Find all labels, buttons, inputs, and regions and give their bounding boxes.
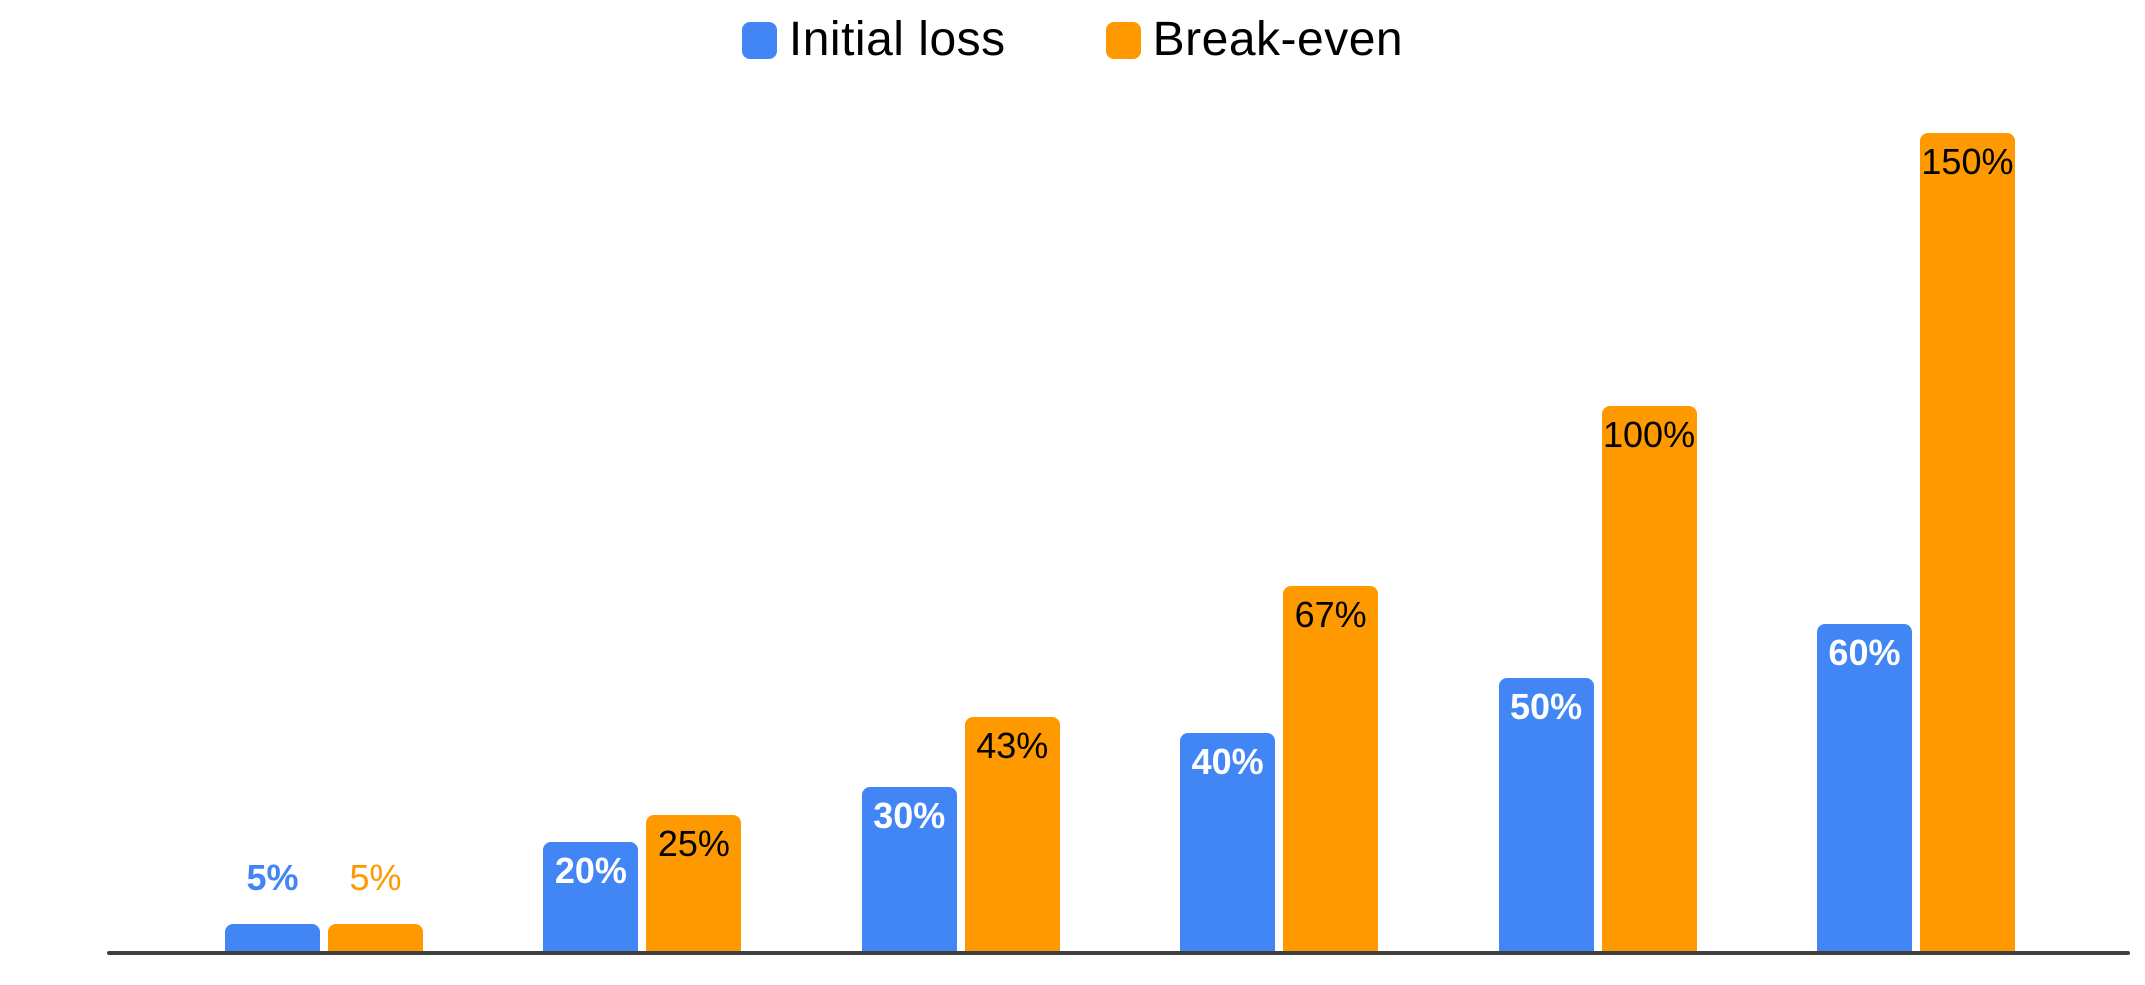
- bar-initial-loss-3: 40%: [1180, 733, 1276, 951]
- bar-group-1: 20% 25%: [543, 815, 742, 951]
- bar-value-label: 25%: [657, 823, 730, 864]
- bar-value-label: 43%: [976, 725, 1049, 766]
- bar-value-label: 67%: [1294, 594, 1367, 635]
- bar-value-label: 40%: [1191, 741, 1264, 782]
- chart-legend: Initial loss Break-even: [0, 16, 2145, 64]
- bar-group-3: 40% 67%: [1180, 586, 1379, 951]
- bar-initial-loss-4: 50%: [1498, 678, 1594, 951]
- x-axis-baseline: [107, 951, 2130, 955]
- bar-group-0: 5% 5%: [225, 860, 423, 951]
- legend-label-initial-loss: Initial loss: [788, 13, 1006, 66]
- bar-value-label: 5%: [349, 857, 402, 898]
- bar-initial-loss-5: 60%: [1816, 624, 1912, 951]
- bar-break-even-0: 5%: [328, 860, 423, 951]
- bar-value-label: 50%: [1510, 686, 1583, 727]
- bar-value-label: 30%: [873, 795, 946, 836]
- bar-group-2: 30% 43%: [861, 717, 1060, 951]
- legend-label-break-even: Break-even: [1152, 13, 1404, 66]
- break-even-swatch-icon: [1105, 21, 1141, 59]
- bar-break-even-1: 25%: [646, 815, 742, 951]
- bar-initial-loss-2: 30%: [861, 787, 957, 951]
- bar-group-4: 50% 100%: [1498, 406, 1697, 951]
- bar-value-label: 20%: [554, 850, 627, 891]
- initial-loss-swatch-icon: [741, 21, 777, 59]
- bar-groups: 5% 5% 20% 25% 30% 43% 40% 67% 50% 100% 60% 150%: [225, 0, 2015, 951]
- legend-item-break-even: Break-even: [1105, 13, 1404, 66]
- bar-break-even-5: 150%: [1919, 133, 2015, 951]
- bar-value-label: 100%: [1603, 414, 1696, 455]
- bar-value-label: 150%: [1921, 141, 2014, 182]
- bar-initial-loss-1: 20%: [543, 842, 639, 951]
- bar-value-label: 60%: [1828, 632, 1901, 673]
- legend-item-initial-loss: Initial loss: [741, 13, 1006, 66]
- bar-initial-loss-0: 5%: [225, 860, 320, 951]
- bar-value-label: 5%: [246, 857, 299, 898]
- bar-break-even-4: 100%: [1601, 406, 1697, 951]
- bar-group-5: 60% 150%: [1816, 133, 2015, 951]
- bar-break-even-2: 43%: [964, 717, 1060, 951]
- bar-break-even-3: 67%: [1283, 586, 1379, 951]
